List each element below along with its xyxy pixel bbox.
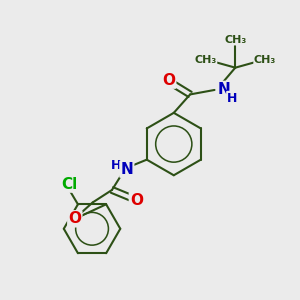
Text: CH₃: CH₃ [224, 35, 246, 45]
Text: CH₃: CH₃ [194, 55, 217, 65]
Text: O: O [162, 73, 175, 88]
Text: H: H [111, 158, 122, 172]
Text: O: O [130, 193, 143, 208]
Text: N: N [218, 82, 231, 97]
Text: N: N [121, 162, 133, 177]
Text: CH₃: CH₃ [254, 55, 276, 65]
Text: Cl: Cl [61, 177, 77, 192]
Text: O: O [68, 211, 81, 226]
Text: H: H [227, 92, 238, 105]
